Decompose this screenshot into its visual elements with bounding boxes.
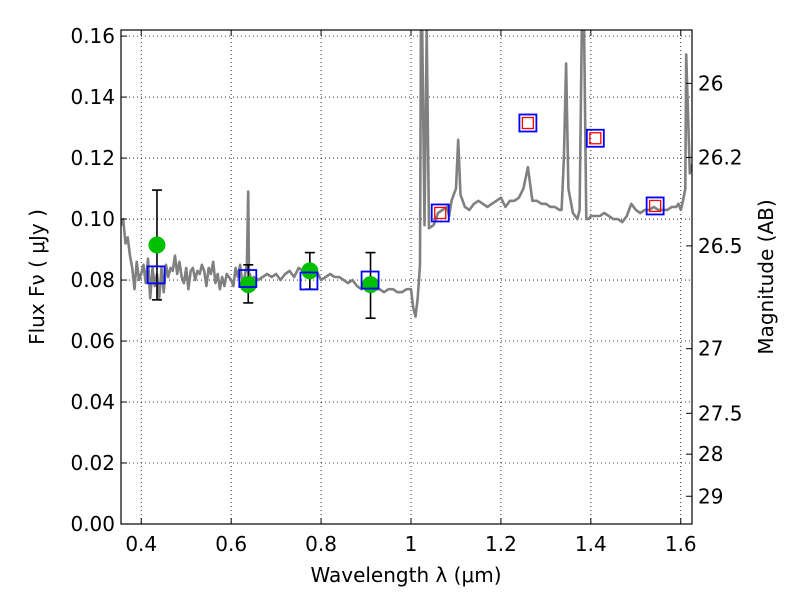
x-tick-label: 1.2 [485, 532, 517, 556]
y2-tick-label: 27 [698, 337, 723, 361]
model-photometry-box [430, 203, 450, 223]
observed-point [148, 236, 166, 254]
model-photometry-boxes [146, 113, 665, 291]
x-axis-ticks: 0.4 0.6 0.8 1 1.2 1.4 1.6 [125, 30, 697, 556]
y-tick-label: 0.14 [70, 85, 115, 109]
y-axis-label: Flux Fν ( μJy ) [25, 209, 49, 345]
y2-tick-label: 27.5 [698, 401, 743, 425]
x-tick-label: 0.6 [215, 532, 247, 556]
upper-limit-box [648, 199, 662, 213]
upper-limit-box [589, 132, 602, 145]
y-tick-label: 0.00 [70, 512, 115, 536]
y2-axis-label: Magnitude (AB) [754, 199, 778, 354]
model-photometry-box [585, 128, 605, 148]
y2-axis-ticks: 26 26.2 26.5 27 27.5 28 29 [686, 71, 743, 508]
x-tick-label: 1.6 [665, 532, 697, 556]
y2-tick-label: 28 [698, 442, 723, 466]
model-photometry-box [360, 270, 380, 290]
observed-point [239, 276, 257, 294]
y-tick-label: 0.08 [70, 268, 115, 292]
x-tick-label: 1.4 [575, 532, 607, 556]
y-tick-label: 0.10 [70, 207, 115, 231]
x-tick-label: 1 [405, 532, 418, 556]
x-axis-label: Wavelength λ (μm) [310, 563, 501, 587]
x-tick-label: 0.8 [305, 532, 337, 556]
y-tick-label: 0.16 [70, 24, 115, 48]
y-tick-label: 0.12 [70, 146, 115, 170]
x-tick-label: 0.4 [125, 532, 157, 556]
model-photometry-box [238, 269, 258, 288]
y-tick-label: 0.06 [70, 329, 115, 353]
model-photometry-box [518, 113, 538, 133]
y-tick-label: 0.02 [70, 451, 115, 475]
model-photometry-box [645, 196, 665, 216]
y2-tick-label: 29 [698, 484, 723, 508]
observed-point [362, 276, 380, 294]
upper-limit-boxes [434, 116, 662, 220]
y-axis-ticks: 0.00 0.02 0.04 0.06 0.08 0.10 0.12 0.14 0.16 [70, 24, 127, 536]
model-photometry-box [146, 265, 166, 285]
upper-limit-box [434, 206, 447, 220]
y-tick-label: 0.04 [70, 390, 115, 414]
model-photometry-box [299, 271, 319, 291]
observed-point [301, 262, 319, 280]
y2-tick-label: 26.2 [698, 145, 743, 169]
upper-limit-box [521, 116, 535, 130]
plot-frame [120, 29, 693, 525]
y2-tick-label: 26.5 [698, 234, 743, 258]
y2-tick-label: 26 [698, 71, 723, 95]
